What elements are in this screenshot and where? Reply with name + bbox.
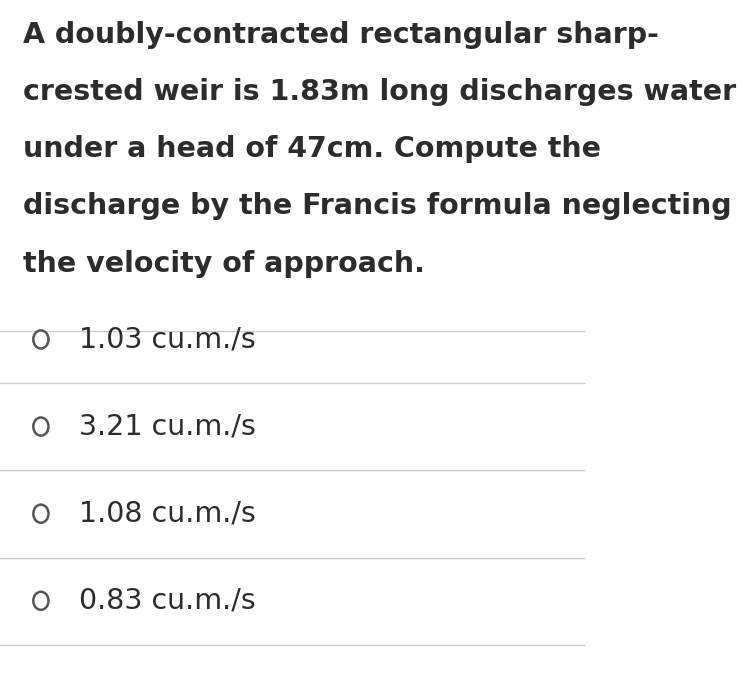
Text: 0.83 cu.m./s: 0.83 cu.m./s — [79, 587, 256, 615]
Text: 1.08 cu.m./s: 1.08 cu.m./s — [79, 500, 256, 528]
Text: 1.03 cu.m./s: 1.03 cu.m./s — [79, 325, 256, 353]
Text: under a head of 47cm. Compute the: under a head of 47cm. Compute the — [23, 135, 601, 163]
Text: the velocity of approach.: the velocity of approach. — [23, 250, 426, 277]
Text: 3.21 cu.m./s: 3.21 cu.m./s — [79, 413, 256, 441]
Text: discharge by the Francis formula neglecting: discharge by the Francis formula neglect… — [23, 192, 732, 220]
Text: A doubly-contracted rectangular sharp-: A doubly-contracted rectangular sharp- — [23, 21, 659, 49]
Text: crested weir is 1.83m long discharges water: crested weir is 1.83m long discharges wa… — [23, 78, 737, 106]
